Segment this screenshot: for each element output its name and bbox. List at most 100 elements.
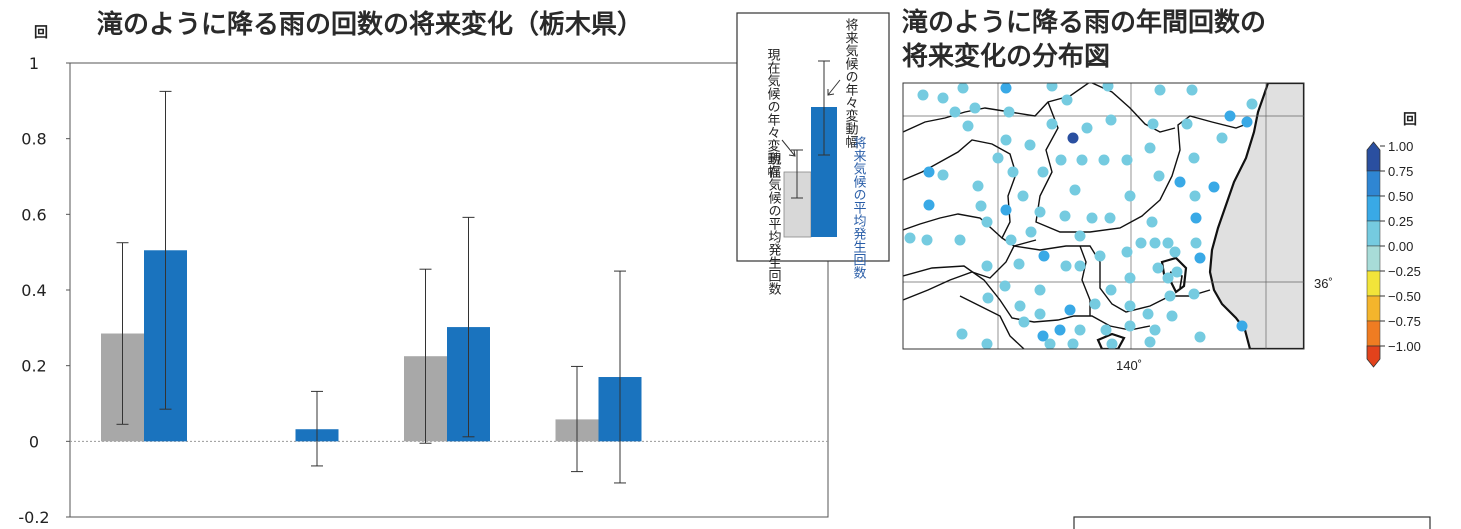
station-point bbox=[923, 166, 935, 178]
station-point bbox=[1064, 304, 1076, 316]
bar-chart-unit-label: 回 bbox=[34, 25, 48, 41]
station-point bbox=[1081, 122, 1093, 134]
station-point bbox=[1102, 83, 1114, 92]
bar-chart-title: 滝のように降る雨の回数の将来変化（栃木県） bbox=[97, 9, 643, 40]
colorbar-label: 0.00 bbox=[1388, 239, 1413, 254]
empty-frame bbox=[1073, 516, 1431, 529]
station-point bbox=[1055, 154, 1067, 166]
colorbar-labels: 1.00 0.75 0.50 0.25 0.00 −0.25 −0.50 −0.75 −1.00 bbox=[1380, 139, 1421, 354]
station-point bbox=[1007, 166, 1019, 178]
station-point bbox=[1105, 114, 1117, 126]
station-point bbox=[981, 216, 993, 228]
colorbar-segments bbox=[1366, 141, 1381, 368]
station-point bbox=[1044, 338, 1056, 349]
station-point bbox=[904, 232, 916, 244]
legend-future-mean-text: 将来気候の平均発生回数 bbox=[851, 136, 867, 279]
legend-current-mean-text: 現在気候の平均発生回数 bbox=[766, 152, 782, 295]
colorbar-label: −0.75 bbox=[1388, 314, 1421, 329]
station-point bbox=[1054, 324, 1066, 336]
errorbar-series2-group2 bbox=[311, 390, 323, 467]
station-point bbox=[1166, 310, 1178, 322]
colorbar-label: −1.00 bbox=[1388, 339, 1421, 354]
colorbar-segment bbox=[1366, 195, 1381, 222]
station-point bbox=[999, 280, 1011, 292]
station-point bbox=[1067, 132, 1079, 144]
station-point bbox=[956, 328, 968, 340]
y-tick-label: 0.6 bbox=[21, 205, 46, 224]
station-point bbox=[1121, 154, 1133, 166]
legend-arrow-future bbox=[827, 79, 841, 96]
station-point bbox=[982, 292, 994, 304]
station-point bbox=[1076, 154, 1088, 166]
station-point bbox=[1017, 190, 1029, 202]
station-point bbox=[1189, 190, 1201, 202]
station-point bbox=[1105, 284, 1117, 296]
station-point bbox=[1100, 324, 1112, 336]
station-point bbox=[1154, 84, 1166, 96]
station-point bbox=[1014, 300, 1026, 312]
errorbar-series1-group1 bbox=[116, 242, 129, 425]
station-point bbox=[969, 102, 981, 114]
errorbar-series1-group4 bbox=[571, 365, 583, 473]
station-point bbox=[1089, 298, 1101, 310]
station-point bbox=[1034, 284, 1046, 296]
colorbar-segment bbox=[1366, 141, 1381, 172]
station-point bbox=[1194, 331, 1206, 343]
station-point bbox=[1046, 83, 1058, 92]
station-point bbox=[1013, 258, 1025, 270]
station-point bbox=[1025, 226, 1037, 238]
station-point bbox=[1153, 170, 1165, 182]
station-point bbox=[1104, 212, 1116, 224]
station-point bbox=[1098, 154, 1110, 166]
station-point bbox=[1124, 190, 1136, 202]
station-point bbox=[1147, 118, 1159, 130]
station-point bbox=[1216, 132, 1228, 144]
colorbar-segment bbox=[1366, 220, 1381, 247]
station-point bbox=[923, 199, 935, 211]
colorbar: 回 1.00 0.75 0.50 0.25 0.00 −0.25 −0.50 −0.75 −1.… bbox=[1366, 112, 1421, 368]
station-point bbox=[1144, 142, 1156, 154]
station-point bbox=[1241, 116, 1253, 128]
station-point bbox=[1046, 118, 1058, 130]
errorbar-series2-group3 bbox=[462, 216, 475, 438]
station-point bbox=[1034, 308, 1046, 320]
station-point bbox=[1190, 237, 1202, 249]
station-point bbox=[992, 152, 1004, 164]
legend-future-range-text: 将来気候の年々変動幅 bbox=[843, 18, 859, 149]
station-point bbox=[1003, 106, 1015, 118]
station-point bbox=[1000, 83, 1012, 94]
station-point bbox=[1094, 250, 1106, 262]
station-point bbox=[1246, 98, 1258, 110]
colorbar-segment bbox=[1366, 245, 1381, 272]
station-point bbox=[1124, 300, 1136, 312]
bars-layer bbox=[101, 90, 642, 484]
colorbar-label: −0.50 bbox=[1388, 289, 1421, 304]
station-point bbox=[962, 120, 974, 132]
y-axis-ticks: 1 0.8 0.6 0.4 0.2 0 -0.2 bbox=[18, 54, 70, 527]
station-point bbox=[1186, 84, 1198, 96]
lake-south bbox=[1096, 332, 1126, 349]
station-point bbox=[1069, 184, 1081, 196]
colorbar-segment bbox=[1366, 345, 1381, 368]
station-point bbox=[1144, 336, 1156, 348]
colorbar-segment bbox=[1366, 170, 1381, 197]
station-point bbox=[1188, 288, 1200, 300]
colorbar-segment bbox=[1366, 270, 1381, 297]
colorbar-segment bbox=[1366, 295, 1381, 322]
bar-legend-box: 将来気候の年々変動幅 現在気候の年々変動幅 現在気候の平均発生回数 将来気候の平… bbox=[736, 12, 890, 295]
y-tick-label: 0.2 bbox=[21, 357, 46, 376]
station-point bbox=[1149, 324, 1161, 336]
errorbar-series2-group4 bbox=[614, 270, 626, 484]
station-point bbox=[1034, 206, 1046, 218]
station-point bbox=[937, 92, 949, 104]
station-point bbox=[917, 89, 929, 101]
station-point bbox=[1188, 152, 1200, 164]
station-point bbox=[1038, 250, 1050, 262]
y-tick-label: 1 bbox=[29, 54, 39, 73]
colorbar-unit: 回 bbox=[1403, 112, 1417, 128]
lon-label: 140˚ bbox=[1116, 358, 1142, 373]
station-point bbox=[972, 180, 984, 192]
map-title-line1: 滝のように降る雨の年間回数の bbox=[902, 7, 1266, 38]
station-point bbox=[1169, 246, 1181, 258]
station-point bbox=[1074, 230, 1086, 242]
